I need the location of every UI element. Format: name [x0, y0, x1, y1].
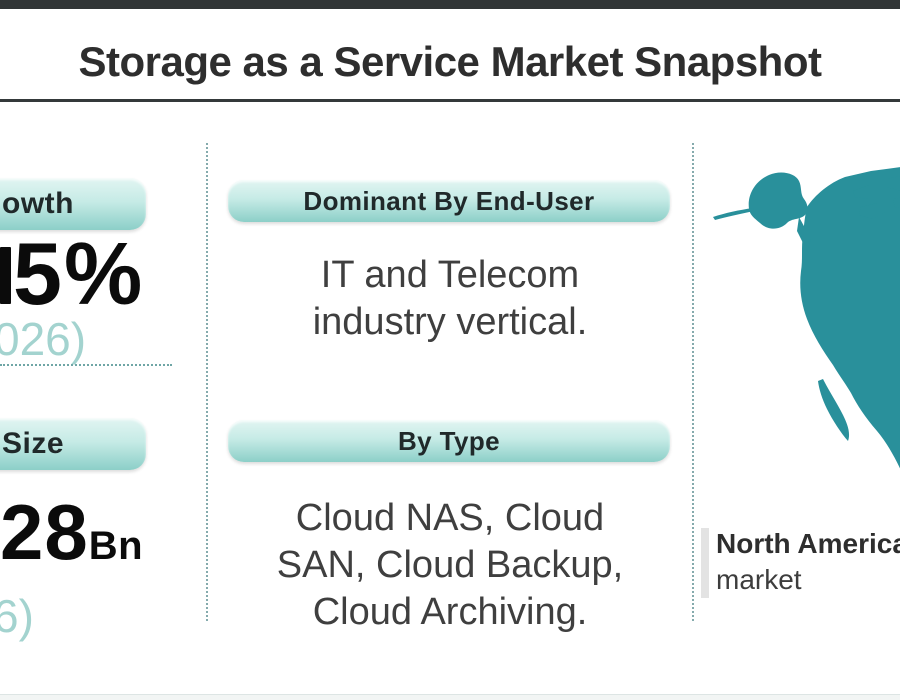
by-type-text: Cloud NAS, Cloud SAN, Cloud Backup, Clou… — [208, 495, 692, 636]
region-name: North America — [716, 528, 900, 559]
end-user-text-line1: IT and Telecom — [320, 254, 580, 296]
market-size-value: 28 — [0, 488, 89, 576]
bottom-border-strip — [0, 694, 900, 700]
growth-value: 5% — [13, 224, 145, 323]
column-separator-right — [692, 143, 694, 621]
region-caption-accent-bar — [701, 528, 709, 598]
north-america-map-icon — [711, 147, 900, 487]
end-user-text-line2: industry vertical. — [312, 301, 588, 343]
dominant-end-user-badge-label: Dominant By End-User — [303, 185, 595, 216]
market-growth-badge-label: owth — [2, 187, 74, 220]
end-user-text: IT and Telecom industry vertical. — [208, 252, 692, 346]
left-column-divider — [0, 364, 172, 366]
clipped-digit-fragment — [0, 247, 11, 304]
market-size-badge: Size — [0, 418, 146, 470]
by-type-badge: By Type — [228, 420, 670, 462]
by-type-text-line1: Cloud NAS, Cloud — [295, 497, 605, 539]
market-size-value-row: 28 Bn — [0, 488, 144, 576]
dominant-end-user-badge: Dominant By End-User — [228, 180, 670, 222]
column-separator-left — [206, 143, 208, 621]
title-underline — [0, 99, 900, 102]
page-title: Storage as a Service Market Snapshot — [78, 38, 822, 85]
region-subtitle: market — [716, 564, 802, 595]
growth-period: 026) — [0, 313, 87, 365]
market-size-badge-label: Size — [2, 427, 65, 460]
market-size-period: 6) — [0, 590, 34, 642]
by-type-badge-label: By Type — [397, 425, 500, 456]
by-type-text-line2: SAN, Cloud Backup, — [276, 544, 624, 586]
by-type-text-line3: Cloud Archiving. — [312, 591, 588, 633]
market-size-unit: Bn — [88, 524, 144, 568]
market-growth-badge: owth — [0, 178, 146, 230]
top-border-bar — [0, 0, 900, 9]
